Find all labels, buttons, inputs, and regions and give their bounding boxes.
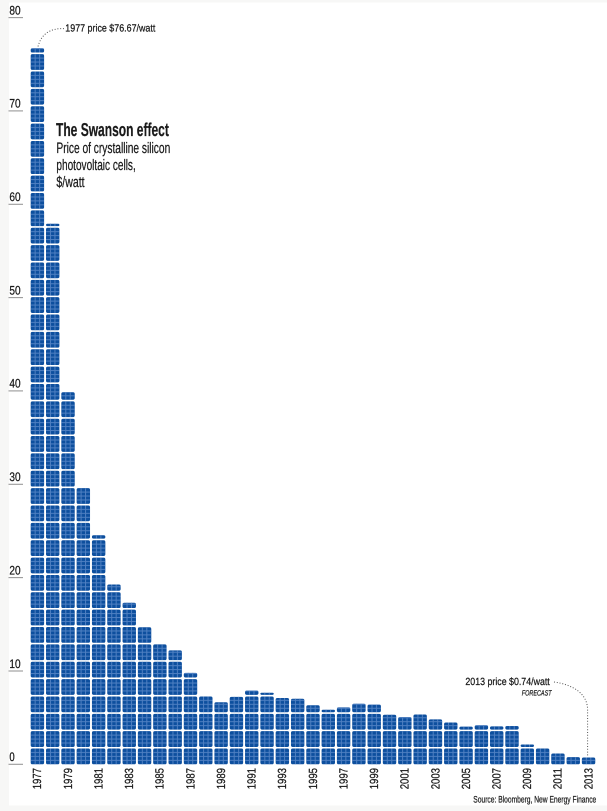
svg-text:1979: 1979 [61, 768, 75, 789]
svg-text:1977: 1977 [30, 768, 44, 789]
svg-text:70: 70 [9, 97, 20, 111]
svg-text:1977 price $76.67/watt: 1977 price $76.67/watt [65, 23, 155, 34]
svg-text:FORECAST: FORECAST [522, 689, 553, 698]
svg-text:60: 60 [9, 190, 20, 204]
svg-text:Price of crystalline silicon: Price of crystalline silicon [56, 140, 170, 157]
svg-text:1981: 1981 [91, 768, 105, 789]
svg-text:1989: 1989 [214, 768, 228, 789]
svg-text:Source: Bloomberg, New Energy: Source: Bloomberg, New Energy Finance [473, 793, 596, 804]
svg-text:1987: 1987 [183, 768, 197, 789]
svg-text:40: 40 [9, 377, 20, 391]
svg-text:photovoltaic cells,: photovoltaic cells, [56, 157, 135, 174]
svg-text:The Swanson effect: The Swanson effect [56, 119, 169, 140]
svg-text:2013: 2013 [581, 768, 595, 790]
svg-text:2013 price $0.74/watt: 2013 price $0.74/watt [465, 677, 549, 688]
svg-text:$/watt: $/watt [56, 174, 85, 191]
svg-text:20: 20 [9, 563, 20, 577]
svg-text:2011: 2011 [551, 768, 565, 789]
svg-text:1993: 1993 [275, 768, 289, 790]
svg-text:1995: 1995 [306, 768, 320, 790]
svg-text:80: 80 [9, 3, 20, 17]
svg-text:2001: 2001 [398, 768, 412, 789]
svg-text:10: 10 [9, 657, 20, 671]
svg-text:0: 0 [9, 750, 14, 764]
svg-text:2003: 2003 [428, 768, 442, 790]
svg-text:1985: 1985 [153, 768, 167, 790]
svg-text:30: 30 [9, 470, 20, 484]
svg-text:2009: 2009 [520, 768, 534, 789]
svg-text:1999: 1999 [367, 768, 381, 789]
svg-text:1997: 1997 [336, 768, 350, 789]
svg-text:1983: 1983 [122, 768, 136, 790]
svg-text:50: 50 [9, 283, 20, 297]
svg-text:1991: 1991 [245, 768, 259, 789]
svg-text:2005: 2005 [459, 768, 473, 790]
svg-text:2007: 2007 [490, 768, 504, 789]
